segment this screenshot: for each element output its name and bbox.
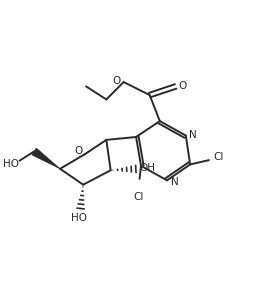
Text: O: O xyxy=(178,81,186,91)
Text: N: N xyxy=(189,130,197,140)
Text: Cl: Cl xyxy=(213,152,223,162)
Text: Cl: Cl xyxy=(133,192,143,202)
Text: HO: HO xyxy=(3,159,19,169)
Text: OH: OH xyxy=(140,163,155,173)
Text: O: O xyxy=(113,76,121,85)
Text: N: N xyxy=(171,177,178,187)
Polygon shape xyxy=(32,148,60,169)
Text: O: O xyxy=(74,146,82,156)
Text: HO: HO xyxy=(71,213,87,223)
